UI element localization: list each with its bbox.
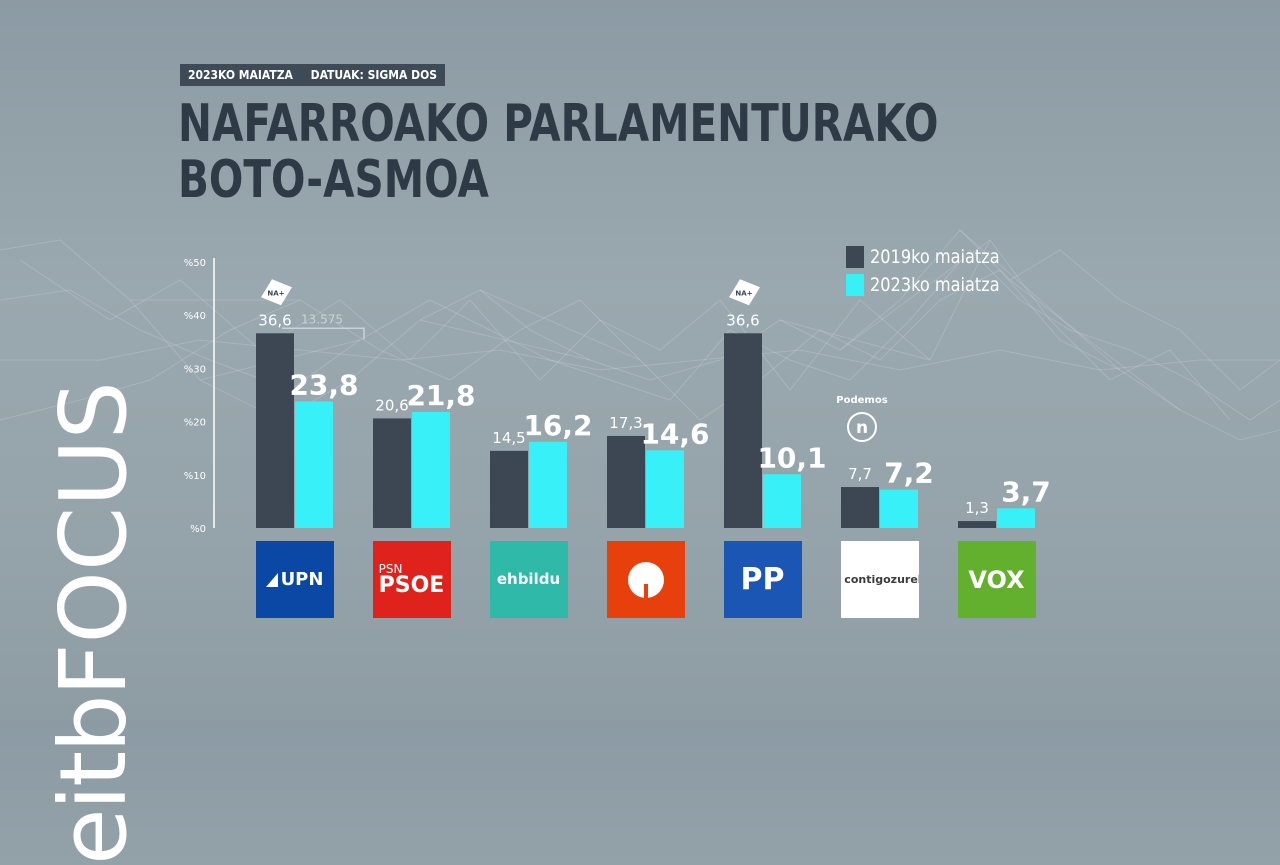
legend-label-2023: 2023ko maiatza	[870, 274, 1000, 296]
podemos-circle	[847, 412, 877, 443]
legend-item-2019: 2019ko maiatza	[846, 244, 1046, 270]
data-label-2023: 14,6	[640, 417, 709, 450]
legend-label-2019: 2019ko maiatza	[870, 246, 1000, 268]
upn-votes-note: 13.575	[301, 312, 343, 326]
upn-note-bracket	[282, 327, 365, 340]
party-logo: ehbildu	[489, 541, 568, 618]
party-logo: PSN PSOE	[372, 541, 451, 618]
party-logo-text: zurekin	[890, 573, 919, 586]
na-plus-badge-label: NA+	[267, 289, 284, 297]
header-date: 2023KO MAIATZA	[188, 68, 293, 82]
data-label-2019: 1,3	[965, 499, 989, 517]
bar-2019	[256, 333, 294, 528]
y-tick-label: %50	[184, 258, 206, 269]
bar-2023	[412, 412, 450, 528]
upn-shape-icon	[265, 572, 278, 587]
bar-chart: %0 %10 %20 %30 %40 %50 36,6 23,8 20,621,8 14,516,…	[184, 258, 1051, 535]
bar-2023	[529, 441, 567, 528]
na-plus-badge	[729, 279, 760, 306]
party-logo-text: ehbildu	[496, 570, 561, 588]
y-tick-label: %40	[184, 311, 206, 322]
legend-swatch-2019	[846, 246, 864, 268]
party-logo-text: PSN	[378, 561, 403, 576]
data-label-2023: 3,7	[1001, 475, 1051, 508]
bar-2023	[997, 508, 1035, 528]
bar-2023	[646, 450, 684, 528]
legend-swatch-2023	[846, 274, 864, 296]
na-plus-badge-label: NA+	[735, 289, 752, 297]
data-label-2019: 14,5	[492, 429, 525, 447]
data-label-2019: 36,6	[258, 311, 291, 329]
party-logo: UPN	[255, 541, 334, 618]
y-tick-label: %10	[184, 471, 206, 482]
bar-2019	[724, 333, 762, 528]
party-logo: PP	[723, 541, 802, 618]
bar-2023	[763, 474, 801, 528]
title-line-1: NAFARROAKO PARLAMENTURAKO	[178, 94, 939, 154]
tree-icon	[627, 561, 664, 598]
na-plus-badge	[261, 279, 292, 306]
bar-2019	[958, 521, 996, 528]
bar-2019	[373, 418, 411, 528]
y-tick-label: %20	[184, 418, 206, 429]
legend-item-2023: 2023ko maiatza	[846, 272, 1046, 298]
header-tag: 2023KO MAIATZA DATUAK: SIGMA DOS	[180, 64, 446, 86]
header-source: DATUAK: SIGMA DOS	[310, 68, 438, 82]
party-logo-text: PSOE	[378, 572, 445, 598]
bar-2019	[607, 435, 645, 528]
data-label-2019: 17,3	[609, 414, 642, 432]
party-logo: VOX	[957, 541, 1036, 618]
y-tick-label: %30	[184, 364, 206, 375]
data-label-2023: 16,2	[523, 409, 592, 442]
party-logo-text: VOX	[968, 565, 1025, 594]
data-label-2023: 23,8	[289, 368, 358, 401]
bar-2019	[841, 487, 879, 528]
data-label-2019: 36,6	[726, 311, 759, 329]
bar-2023	[880, 489, 918, 528]
party-logo: contigozurekin	[840, 541, 919, 618]
podemos-label: Podemos	[836, 395, 887, 406]
chart-title: NAFARROAKO PARLAMENTURAKO BOTO-ASMOA	[178, 96, 938, 208]
podemos-symbol: n	[856, 418, 868, 438]
brand-eitb: eitb	[40, 696, 147, 865]
bar-2023	[295, 401, 333, 528]
title-line-2: BOTO-ASMOA	[178, 150, 489, 210]
party-logo-text: UPN	[280, 568, 324, 590]
party-logo-text: contigo	[844, 573, 891, 586]
y-tick-label: %0	[190, 524, 206, 535]
data-label-2019: 20,6	[375, 396, 408, 414]
party-logo-text: PP	[740, 561, 785, 597]
data-label-2023: 21,8	[406, 379, 475, 412]
data-label-2019: 7,7	[848, 465, 872, 483]
bar-2019	[490, 450, 528, 528]
data-label-2023: 10,1	[757, 441, 826, 474]
party-logo	[606, 541, 685, 618]
data-label-2023: 7,2	[884, 457, 934, 490]
